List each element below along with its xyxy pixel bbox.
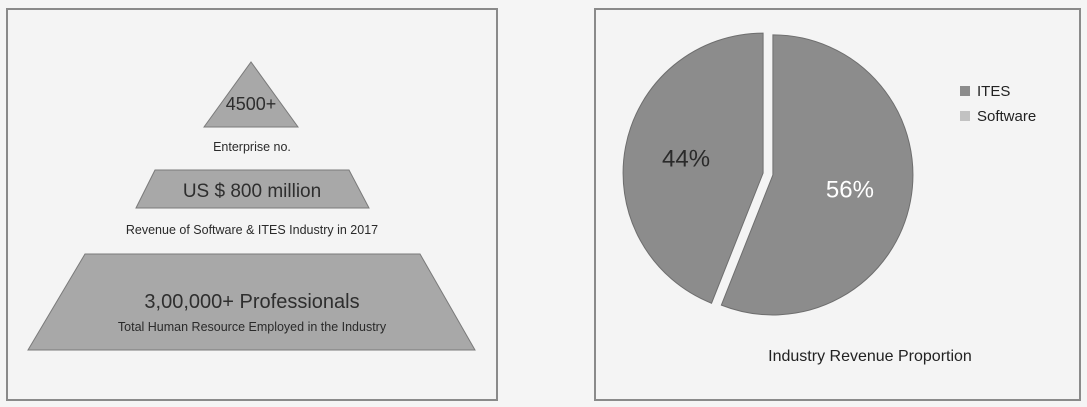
pie-chart: 56% 44% ITES Software Industry Revenue Pro… (622, 32, 1036, 365)
pie-chart-panel: 56% 44% ITES Software Industry Revenue Pro… (594, 8, 1081, 401)
tier-middle-value: US $ 800 million (183, 181, 321, 202)
pie-slice-software (622, 32, 764, 304)
tier-bottom-value: 3,00,000+ Professionals (144, 291, 359, 313)
slice-label-software: 44% (662, 145, 710, 172)
slice-label-ites: 56% (826, 177, 874, 204)
chart-legend: ITES Software (960, 83, 1036, 125)
legend-swatch-ites-icon (960, 86, 970, 96)
pyramid-tier-top (203, 61, 299, 128)
chart-title: Industry Revenue Proportion (768, 348, 972, 365)
tier-top-caption: Enterprise no. (213, 140, 291, 154)
legend-label-ites: ITES (977, 83, 1010, 100)
pyramid-panel: 4500+ Enterprise no. US $ 800 million Re… (6, 8, 498, 401)
tier-bottom-caption: Total Human Resource Employed in the Ind… (118, 320, 387, 334)
legend-swatch-software-icon (960, 111, 970, 121)
pyramid-tier-bottom (27, 253, 476, 351)
pyramid-tier-middle (135, 169, 370, 209)
pyramid-graphic: 4500+ Enterprise no. US $ 800 million Re… (27, 61, 476, 351)
pie-slice-labels: 56% 44% (662, 145, 874, 203)
tier-middle-caption: Revenue of Software & ITES Industry in 2… (126, 223, 378, 237)
legend-label-software: Software (977, 108, 1036, 125)
pie-slice-ites (720, 34, 914, 316)
tier-top-value: 4500+ (226, 94, 277, 114)
pie-slices (622, 32, 914, 316)
